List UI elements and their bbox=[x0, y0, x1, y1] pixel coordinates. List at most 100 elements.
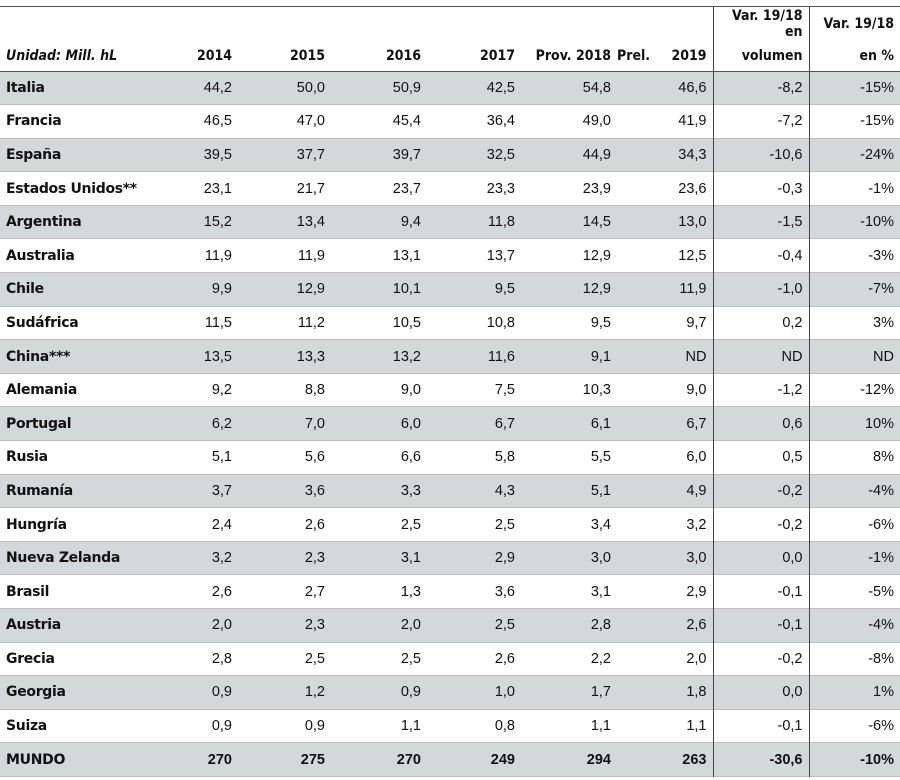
value-cell-y2017: 11,6 bbox=[487, 348, 515, 365]
value-cell-y2016: 0,9 bbox=[400, 684, 421, 701]
value-cell-var_pct: -8% bbox=[808, 642, 900, 676]
value-cell-var_pct: -10% bbox=[808, 742, 900, 777]
header-year-2015: 2015 bbox=[289, 47, 325, 64]
table-row: Estados Unidos** 23,1 21,7 23,7 23,3 23,9 23,6… bbox=[0, 171, 900, 206]
value-cell-y2019: 2,9 bbox=[686, 583, 707, 600]
value-cell-y2017: 5,8 bbox=[494, 449, 515, 466]
value-cell-var_vol: -1,5 bbox=[712, 205, 809, 239]
country-cell: Francia bbox=[6, 113, 62, 130]
value-cell-y2016: 50,9 bbox=[392, 79, 421, 96]
country-cell: Alemania bbox=[6, 382, 77, 399]
value-cell-y2016: 3,3 bbox=[400, 482, 421, 499]
value-cell-y2019: 46,6 bbox=[678, 79, 707, 96]
value-cell-y2016: 9,4 bbox=[400, 214, 421, 231]
value-cell-var_vol: -30,6 bbox=[712, 742, 809, 777]
value-cell-var_vol: 0,0 bbox=[712, 675, 809, 710]
value-cell-y2019: 263 bbox=[682, 751, 707, 768]
header-2019: 2019 bbox=[671, 47, 707, 64]
value-cell-y2017: 9,5 bbox=[494, 281, 515, 298]
value-cell-y2016: 13,1 bbox=[392, 247, 421, 264]
table-row: Portugal 6,2 7,0 6,0 6,7 6,1 6,7 0,6 10% bbox=[0, 406, 900, 441]
value-cell-y2014: 44,2 bbox=[203, 79, 232, 96]
value-cell-var_vol: -7,2 bbox=[712, 104, 809, 139]
table-row: Brasil 2,6 2,7 1,3 3,6 3,1 2,9 -0,1 -5% bbox=[0, 574, 900, 609]
header-var-pct-top: Var. 19/18 bbox=[808, 6, 900, 41]
value-cell-y2016: 2,5 bbox=[400, 516, 421, 533]
value-cell-y2017: 36,4 bbox=[486, 113, 515, 130]
value-cell-y2017: 249 bbox=[490, 751, 515, 768]
table-row: Rusia 5,1 5,6 6,6 5,8 5,5 6,0 0,5 8% bbox=[0, 440, 900, 475]
value-cell-y2015: 3,6 bbox=[304, 482, 325, 499]
country-cell: Australia bbox=[6, 247, 75, 264]
value-cell-y2016: 39,7 bbox=[392, 146, 421, 163]
table-row: Rumanía 3,7 3,6 3,3 4,3 5,1 4,9 -0,2 -4% bbox=[0, 474, 900, 508]
country-cell: Grecia bbox=[6, 650, 55, 667]
table-row: Francia 46,5 47,0 45,4 36,4 49,0 41,9 -7,2 -15% bbox=[0, 104, 900, 139]
table-row: Grecia 2,8 2,5 2,5 2,6 2,2 2,0 -0,2 -8% bbox=[0, 642, 900, 676]
value-cell-var_pct: -5% bbox=[808, 574, 900, 609]
country-cell: China*** bbox=[6, 348, 71, 365]
value-cell-y2014: 9,2 bbox=[211, 382, 232, 399]
value-cell-y2017: 0,8 bbox=[494, 718, 515, 735]
value-cell-y2018: 12,9 bbox=[582, 281, 611, 298]
value-cell-y2017: 11,8 bbox=[487, 214, 515, 231]
value-cell-y2015: 7,0 bbox=[304, 415, 325, 432]
value-cell-var_pct: -6% bbox=[808, 507, 900, 542]
value-cell-y2018: 23,9 bbox=[582, 180, 611, 197]
value-cell-var_pct: -6% bbox=[808, 709, 900, 743]
table-row: Chile 9,9 12,9 10,1 9,5 12,9 11,9 -1,0 -7% bbox=[0, 272, 900, 307]
value-cell-y2019: 41,9 bbox=[678, 113, 707, 130]
country-cell: Italia bbox=[6, 79, 45, 96]
value-cell-var_vol: 0,6 bbox=[712, 406, 809, 441]
value-cell-y2016: 1,3 bbox=[400, 583, 421, 600]
table-row: Georgia 0,9 1,2 0,9 1,0 1,7 1,8 0,0 1% bbox=[0, 675, 900, 710]
value-cell-y2019: 1,8 bbox=[686, 684, 707, 701]
table-row: Nueva Zelanda 3,2 2,3 3,1 2,9 3,0 3,0 0,0 -1% bbox=[0, 541, 900, 575]
value-cell-y2019: 3,0 bbox=[686, 550, 707, 567]
value-cell-var_vol: -0,2 bbox=[712, 642, 809, 676]
value-cell-y2014: 13,5 bbox=[203, 348, 232, 365]
value-cell-y2018: 1,1 bbox=[590, 718, 611, 735]
table-row: Austria 2,0 2,3 2,0 2,5 2,8 2,6 -0,1 -4% bbox=[0, 608, 900, 643]
value-cell-var_vol: -0,2 bbox=[712, 474, 809, 508]
wine-production-table: Var. 19/18 en Var. 19/18 Unidad: Mill. h… bbox=[0, 6, 900, 777]
value-cell-y2018: 1,7 bbox=[590, 684, 611, 701]
value-cell-y2018: 2,2 bbox=[590, 650, 611, 667]
table-header: Var. 19/18 en Var. 19/18 Unidad: Mill. h… bbox=[0, 6, 900, 71]
value-cell-var_pct: ND bbox=[808, 339, 900, 374]
country-cell: Suiza bbox=[6, 718, 47, 735]
value-cell-y2019: 4,9 bbox=[686, 482, 707, 499]
header-year-2017: 2017 bbox=[479, 47, 515, 64]
value-cell-var_pct: -1% bbox=[808, 171, 900, 206]
country-cell: Austria bbox=[6, 617, 61, 634]
value-cell-var_pct: -15% bbox=[808, 71, 900, 105]
value-cell-y2019: 2,0 bbox=[686, 650, 707, 667]
value-cell-y2018: 12,9 bbox=[582, 247, 611, 264]
country-cell: Nueva Zelanda bbox=[6, 550, 121, 567]
value-cell-y2014: 39,5 bbox=[203, 146, 232, 163]
value-cell-y2014: 2,4 bbox=[211, 516, 232, 533]
value-cell-y2017: 1,0 bbox=[494, 684, 515, 701]
value-cell-var_vol: -10,6 bbox=[712, 138, 809, 172]
value-cell-y2014: 6,2 bbox=[211, 415, 232, 432]
value-cell-y2014: 23,1 bbox=[203, 180, 232, 197]
table-row: China*** 13,5 13,3 13,2 11,6 9,1 ND ND ND bbox=[0, 339, 900, 374]
value-cell-y2016: 2,0 bbox=[400, 617, 421, 634]
value-cell-y2015: 2,5 bbox=[304, 650, 325, 667]
table-body: Italia 44,2 50,0 50,9 42,5 54,8 46,6 -8,2 -15% Fr… bbox=[0, 71, 900, 777]
value-cell-y2017: 3,6 bbox=[494, 583, 515, 600]
value-cell-y2015: 275 bbox=[300, 751, 325, 768]
country-cell: España bbox=[6, 146, 61, 163]
value-cell-y2018: 3,1 bbox=[590, 583, 611, 600]
country-cell: Chile bbox=[6, 281, 44, 298]
value-cell-y2014: 2,0 bbox=[211, 617, 232, 634]
header-year-2018: Prov. 2018 bbox=[535, 47, 611, 64]
value-cell-y2015: 13,4 bbox=[296, 214, 325, 231]
value-cell-y2016: 13,2 bbox=[392, 348, 421, 365]
country-cell: Argentina bbox=[6, 214, 82, 231]
value-cell-y2018: 49,0 bbox=[582, 113, 611, 130]
value-cell-y2014: 15,2 bbox=[203, 214, 232, 231]
value-cell-y2019: 1,1 bbox=[686, 718, 707, 735]
value-cell-var_pct: -24% bbox=[808, 138, 900, 172]
